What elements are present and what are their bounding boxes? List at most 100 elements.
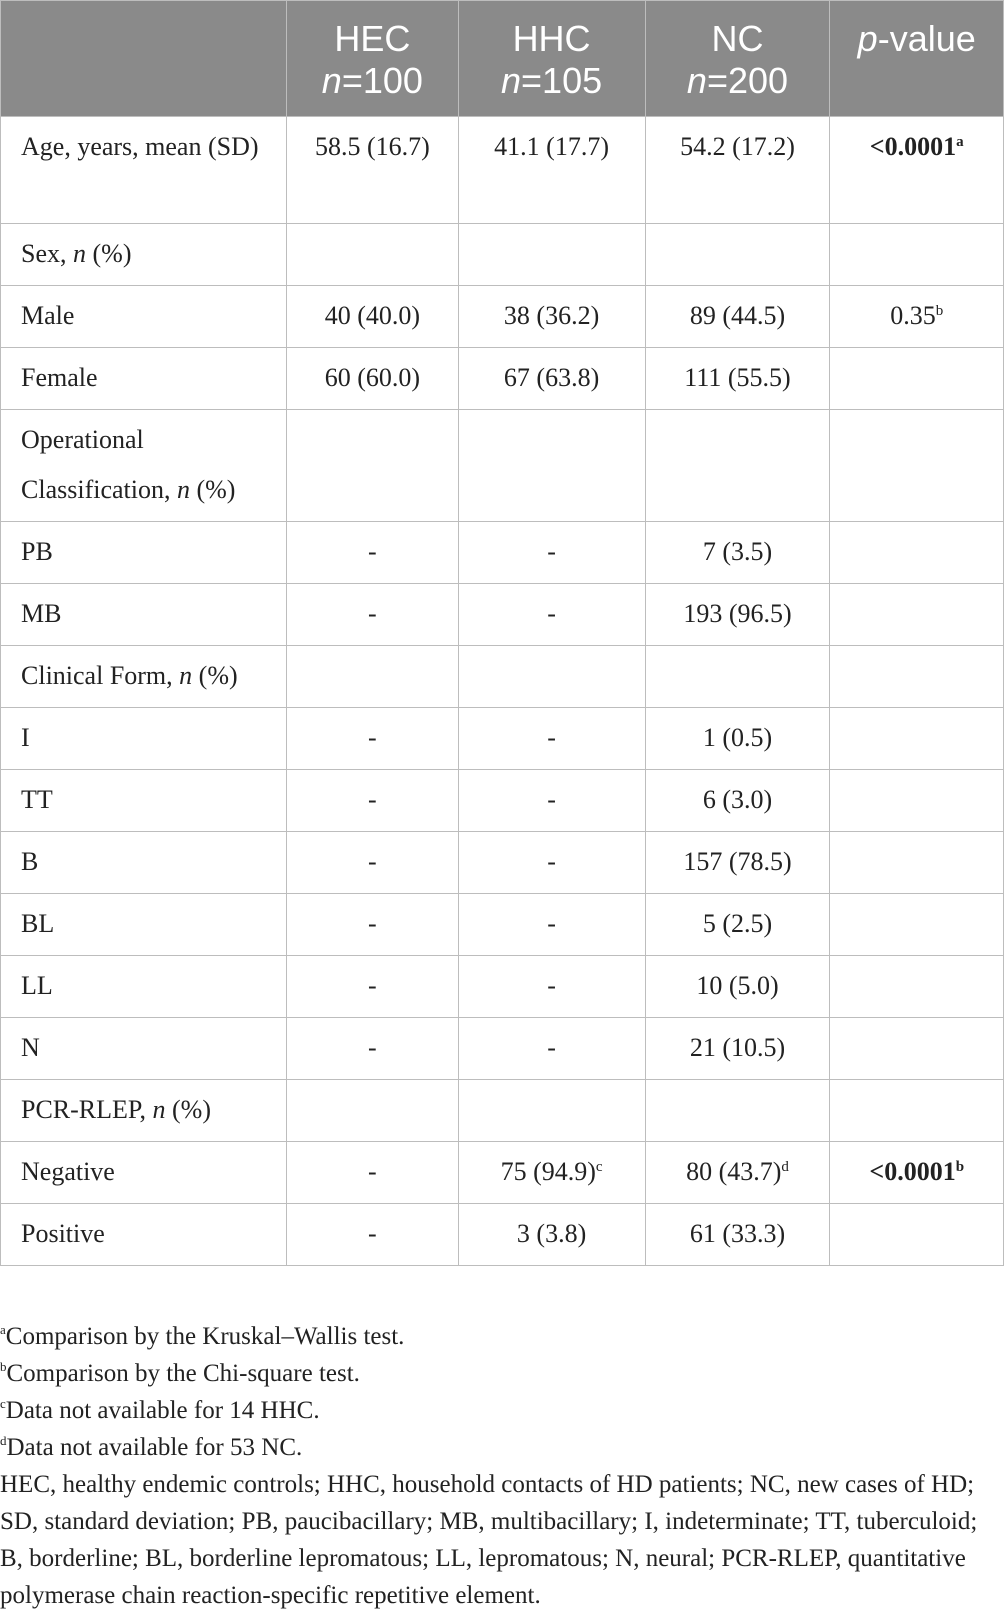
cell-p-value xyxy=(829,769,1004,832)
cell-nc-text: 89 (44.5) xyxy=(689,301,786,330)
cell-hhc-text: - xyxy=(547,847,556,876)
footnote-mark: b xyxy=(0,1359,7,1374)
cell-hhc-text: - xyxy=(547,723,556,752)
demographics-table: HEC n=100 HHC n=105 NC n=200 p-value Age… xyxy=(0,0,1004,1266)
footnote-text: Data not available for 53 NC. xyxy=(6,1434,303,1461)
table-row: BL - - 5 (2.5) xyxy=(0,893,1004,956)
cell-hec-text: - xyxy=(368,1033,377,1062)
cell-hhc: - xyxy=(457,583,646,646)
footnote-text: Data not available for 14 HHC. xyxy=(5,1397,320,1424)
cell-hec-text: - xyxy=(368,909,377,938)
cell-hec xyxy=(286,223,459,286)
cell-nc-text: 6 (3.0) xyxy=(702,785,773,814)
cell-hhc: - xyxy=(457,707,646,770)
cell-nc-text: 1 (0.5) xyxy=(702,723,773,752)
cell-nc: 89 (44.5) xyxy=(644,285,831,348)
table-row: PCR-RLEP, n (%) xyxy=(0,1079,1004,1142)
row-label: Negative xyxy=(0,1141,288,1204)
row-label-text: Operational Classification, n (%) xyxy=(21,425,236,504)
table-row: Clinical Form, n (%) xyxy=(0,645,1004,708)
cell-p-value-text: <0.0001 xyxy=(869,132,957,161)
cell-hhc-text: - xyxy=(547,909,556,938)
cell-nc xyxy=(644,645,831,708)
cell-hhc xyxy=(457,223,646,286)
cell-hec: - xyxy=(286,955,459,1018)
row-label: MB xyxy=(0,583,288,646)
cell-hhc xyxy=(457,409,646,522)
row-label-text: Male xyxy=(21,301,75,330)
table-header-row: HEC n=100 HHC n=105 NC n=200 p-value xyxy=(0,0,1004,117)
footnote-text: Comparison by the Chi-square test. xyxy=(6,1360,360,1387)
cell-p-value xyxy=(829,955,1004,1018)
table-row: Negative -75 (94.9)c 80 (43.7)d <0.0001b xyxy=(0,1141,1004,1204)
footnote: aComparison by the Kruskal–Wallis test. xyxy=(0,1318,1000,1355)
row-label-text: Clinical Form, n (%) xyxy=(21,661,238,690)
cell-hhc-text: - xyxy=(547,971,556,1000)
header-nc: NC n=200 xyxy=(644,0,831,117)
footnote: bComparison by the Chi-square test. xyxy=(0,1355,1000,1392)
cell-p-value xyxy=(829,409,1004,522)
abbreviations-legend: HEC, healthy endemic controls; HHC, hous… xyxy=(0,1471,978,1609)
cell-nc-text: 80 (43.7) xyxy=(686,1157,782,1186)
cell-hec: - xyxy=(286,1203,459,1266)
cell-hec-text: - xyxy=(368,599,377,628)
header-hhc: HHC n=105 xyxy=(457,0,646,117)
cell-hec-text: - xyxy=(368,1157,377,1186)
header-p-value: p-value xyxy=(829,0,1004,117)
table-row: I - - 1 (0.5) xyxy=(0,707,1004,770)
cell-nc: 21 (10.5) xyxy=(644,1017,831,1080)
row-label-text: Negative xyxy=(21,1157,115,1186)
cell-nc xyxy=(644,409,831,522)
row-label: Clinical Form, n (%) xyxy=(0,645,288,708)
cell-hhc-text: - xyxy=(547,599,556,628)
cell-nc: 6 (3.0) xyxy=(644,769,831,832)
cell-hhc: - xyxy=(457,521,646,584)
cell-hec: - xyxy=(286,769,459,832)
cell-hhc-text: - xyxy=(547,1033,556,1062)
cell-hec: - xyxy=(286,893,459,956)
cell-nc: 157 (78.5) xyxy=(644,831,831,894)
footnote: dData not available for 53 NC. xyxy=(0,1429,1000,1466)
row-label: Male xyxy=(0,285,288,348)
cell-nc: 54.2 (17.2) xyxy=(644,116,831,224)
cell-hec: 40 (40.0) xyxy=(286,285,459,348)
cell-hec-text: - xyxy=(368,847,377,876)
cell-hhc: 41.1 (17.7) xyxy=(457,116,646,224)
cell-hec-text: 58.5 (16.7) xyxy=(314,132,430,161)
footnote-marker: b xyxy=(955,1159,965,1175)
cell-hec-text: 40 (40.0) xyxy=(324,301,421,330)
row-label-text: TT xyxy=(21,785,53,814)
cell-p-value xyxy=(829,707,1004,770)
row-label: Operational Classification, n (%) xyxy=(0,409,288,522)
cell-hec: - xyxy=(286,707,459,770)
table-footnotes: aComparison by the Kruskal–Wallis test. b… xyxy=(0,1318,1000,1614)
cell-nc: 1 (0.5) xyxy=(644,707,831,770)
table-row: Positive - 3 (3.8) 61 (33.3) xyxy=(0,1203,1004,1266)
cell-p-value-text: <0.0001 xyxy=(869,1157,956,1186)
row-label: Sex, n (%) xyxy=(0,223,288,286)
table-row: Female 60 (60.0) 67 (63.8) 111 (55.5) xyxy=(0,347,1004,410)
cell-hhc: 38 (36.2) xyxy=(457,285,646,348)
row-label-text: I xyxy=(21,723,30,752)
cell-nc: 80 (43.7)d xyxy=(644,1141,831,1204)
row-label-text: Positive xyxy=(21,1219,105,1248)
cell-hhc-text: 41.1 (17.7) xyxy=(494,132,609,161)
row-label: I xyxy=(0,707,288,770)
row-label: PCR-RLEP, n (%) xyxy=(0,1079,288,1142)
cell-nc xyxy=(644,223,831,286)
table-row: B - - 157 (78.5) xyxy=(0,831,1004,894)
cell-p-value: <0.0001b xyxy=(829,1141,1004,1204)
row-label: BL xyxy=(0,893,288,956)
footnote-marker: d xyxy=(781,1159,789,1175)
row-label-text: LL xyxy=(21,971,53,1000)
cell-p-value xyxy=(829,1203,1004,1266)
cell-hec: - xyxy=(286,583,459,646)
cell-hec: - xyxy=(286,521,459,584)
footnote-marker: b xyxy=(935,303,944,319)
row-label-text: N xyxy=(21,1033,40,1062)
cell-hec-text: 60 (60.0) xyxy=(324,363,421,392)
cell-nc-text: 21 (10.5) xyxy=(689,1033,786,1062)
cell-p-value xyxy=(829,1017,1004,1080)
row-label-text: Age, years, mean (SD) xyxy=(21,132,259,161)
cell-hhc: 75 (94.9)c xyxy=(457,1141,646,1204)
